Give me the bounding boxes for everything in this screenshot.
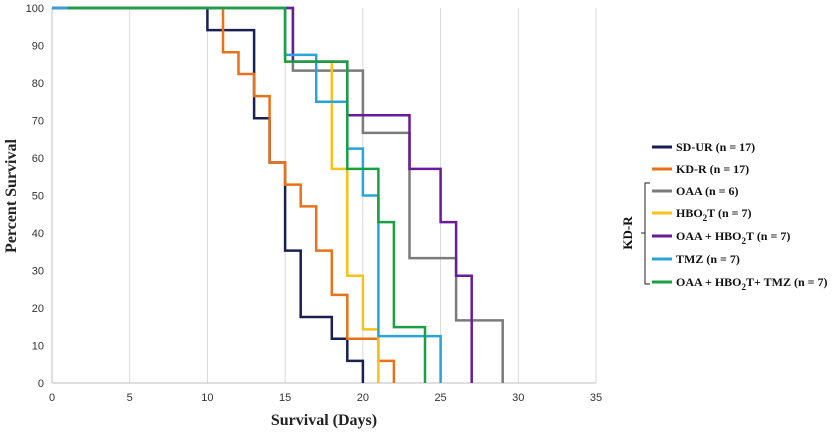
legend-label: OAA + HBO2T (n = 7)	[676, 229, 790, 246]
x-axis-title: Survival (Days)	[271, 412, 377, 429]
x-tick-label: 30	[512, 392, 524, 404]
legend-item: OAA (n = 6)	[652, 184, 739, 198]
x-tick-label: 35	[590, 392, 602, 404]
legend-label: SD-UR (n = 17)	[676, 140, 755, 154]
x-tick-label: 10	[201, 392, 213, 404]
legend-item: TMZ (n = 7)	[652, 252, 740, 266]
series-line-sd-ur	[52, 6, 365, 383]
y-tick-label: 50	[32, 191, 44, 203]
x-tick-label: 25	[434, 392, 446, 404]
y-tick-label: 70	[32, 116, 44, 128]
legend: KD-R SD-UR (n = 17) KD-R (n = 17) OAA (n =…	[620, 140, 828, 292]
y-tick-label: 20	[32, 303, 44, 315]
series-line-tmz	[52, 6, 442, 383]
legend-group-bracket	[641, 182, 650, 285]
legend-item: HBO2T (n = 7)	[652, 206, 751, 223]
y-tick-label: 30	[32, 266, 44, 278]
x-tick-label: 5	[127, 392, 133, 404]
y-tick-label: 60	[32, 153, 44, 165]
legend-label: OAA (n = 6)	[676, 184, 739, 198]
y-tick-label: 10	[32, 341, 44, 353]
legend-label: KD-R (n = 17)	[676, 162, 749, 176]
x-tick-label: 20	[357, 392, 369, 404]
y-axis-title: Percent Survival	[3, 138, 20, 252]
legend-item: OAA + HBO2T+ TMZ (n = 7)	[652, 275, 828, 292]
y-tick-label: 80	[32, 78, 44, 90]
x-tick-label: 0	[49, 392, 55, 404]
series-line-kd-r	[52, 6, 396, 383]
series-line-oaa-hbo2t-tmz	[67, 6, 427, 383]
legend-group-label: KD-R	[620, 216, 635, 250]
y-tick-label: 90	[32, 41, 44, 53]
series-lines	[52, 6, 504, 383]
legend-item: KD-R (n = 17)	[652, 162, 749, 176]
legend-label: HBO2T (n = 7)	[676, 206, 751, 223]
y-tick-label: 0	[38, 378, 44, 390]
legend-label: TMZ (n = 7)	[676, 252, 740, 266]
y-tick-label: 100	[26, 3, 44, 15]
series-line-oaa	[52, 6, 504, 383]
series-line-hbo2t	[52, 6, 380, 383]
axes	[51, 8, 596, 384]
legend-label: OAA + HBO2T+ TMZ (n = 7)	[676, 275, 828, 292]
tick-labels: 0 10 20 30 40 50 60 70 80 90 100 0 5 10 15 20 25 30 35	[26, 3, 602, 404]
legend-item: SD-UR (n = 17)	[652, 140, 755, 154]
y-tick-label: 40	[32, 228, 44, 240]
legend-item: OAA + HBO2T (n = 7)	[652, 229, 790, 246]
x-tick-label: 15	[279, 392, 291, 404]
